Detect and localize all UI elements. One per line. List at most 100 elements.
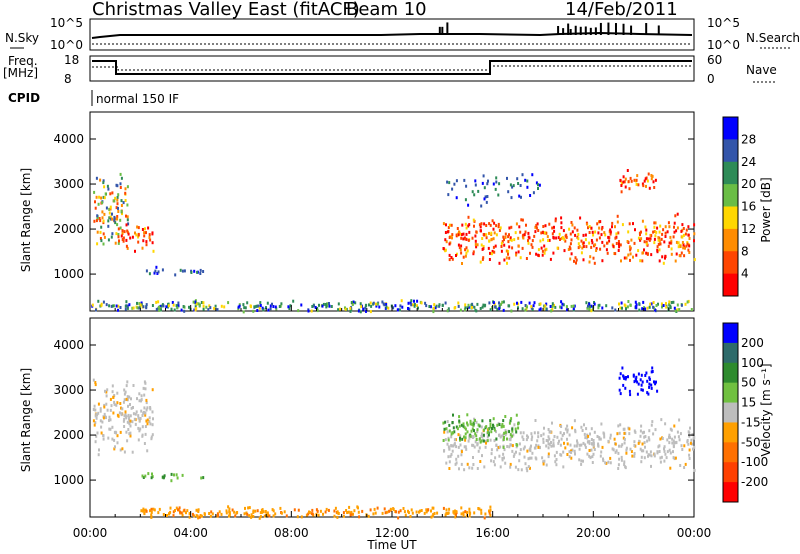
scatter-cell — [614, 308, 617, 312]
scatter-cell — [166, 514, 168, 517]
scatter-cell — [646, 391, 649, 395]
scatter-cell — [142, 239, 145, 243]
colorbar-tick-label: 12 — [741, 222, 756, 236]
scatter-cell — [607, 460, 610, 464]
scatter-cell — [99, 237, 102, 240]
scatter-cell — [533, 234, 536, 238]
scatter-cell — [150, 435, 153, 439]
scatter-cell — [468, 514, 471, 518]
scatter-cell — [511, 434, 514, 438]
scatter-cell — [593, 261, 596, 265]
scatter-cell — [458, 467, 460, 471]
scatter-cell — [550, 441, 552, 444]
scatter-cell — [486, 182, 489, 186]
scatter-cell — [103, 412, 106, 416]
scatter-cell — [658, 239, 661, 243]
scatter-cell — [525, 466, 528, 470]
scatter-cell — [446, 230, 449, 234]
scatter-cell — [369, 301, 372, 305]
scatter-cell — [548, 437, 551, 441]
scatter-cell — [609, 232, 612, 236]
scatter-cell — [634, 377, 637, 381]
scatter-cell — [148, 420, 151, 424]
scatter-cell — [499, 465, 502, 469]
scatter-cell — [95, 219, 98, 223]
nsky-series — [91, 31, 693, 39]
scatter-cell — [668, 433, 671, 437]
scatter-cell — [635, 375, 638, 379]
scatter-cell — [344, 307, 347, 311]
scatter-cell — [218, 510, 221, 514]
scatter-cell — [92, 408, 95, 411]
scatter-cell — [656, 450, 659, 454]
scatter-cell — [602, 457, 604, 461]
scatter-cell — [634, 430, 637, 434]
scatter-cell — [346, 511, 349, 514]
scatter-cell — [624, 465, 627, 469]
scatter-cell — [581, 246, 584, 250]
scatter-cell — [576, 439, 578, 443]
scatter-cell — [137, 226, 140, 230]
scatter-cell — [451, 233, 454, 237]
scatter-cell — [296, 515, 299, 519]
scatter-cell — [413, 302, 416, 306]
scatter-cell — [453, 430, 456, 434]
scatter-cell — [225, 511, 228, 515]
scatter-cell — [202, 301, 205, 305]
scatter-cell — [594, 243, 597, 247]
scatter-cell — [266, 511, 269, 515]
scatter-cell — [471, 427, 474, 431]
scatter-cell — [105, 206, 108, 210]
scatter-cell — [345, 307, 348, 311]
scatter-cell — [463, 445, 466, 449]
scatter-cell — [639, 378, 642, 382]
scatter-cell — [615, 232, 618, 236]
power-ylabel: Slant Range [km] — [19, 168, 33, 272]
scatter-cell — [410, 299, 413, 303]
scatter-cell — [669, 451, 672, 455]
scatter-cell — [630, 238, 633, 242]
scatter-cell — [521, 218, 524, 222]
scatter-cell — [560, 453, 563, 457]
scatter-cell — [605, 248, 608, 252]
x-tick-label: 16:00 — [475, 526, 510, 540]
scatter-cell — [176, 476, 179, 480]
scatter-cell — [546, 235, 549, 239]
scatter-cell — [144, 227, 146, 231]
scatter-cell — [120, 234, 123, 238]
scatter-cell — [607, 439, 610, 443]
nsky-tick-bottom: 10^0 — [50, 38, 83, 52]
scatter-cell — [584, 436, 587, 440]
colorbar-segment — [723, 342, 738, 364]
scatter-cell — [522, 236, 525, 240]
scatter-cell — [105, 394, 108, 398]
scatter-cell — [551, 232, 554, 236]
scatter-cell — [518, 452, 521, 456]
scatter-cell — [476, 302, 479, 306]
scatter-cell — [620, 455, 623, 459]
freq-frame — [89, 55, 695, 82]
scatter-cell — [95, 176, 98, 180]
scatter-cell — [477, 449, 480, 453]
scatter-cell — [547, 442, 550, 446]
scatter-cell — [209, 306, 212, 310]
scatter-cell — [682, 243, 685, 247]
scatter-cell — [515, 443, 518, 446]
scatter-cell — [100, 196, 103, 200]
scatter-cell — [325, 507, 328, 511]
scatter-cell — [258, 306, 261, 310]
scatter-cell — [559, 305, 562, 309]
scatter-cell — [578, 245, 581, 249]
scatter-cell — [464, 306, 467, 310]
scatter-cell — [645, 242, 648, 246]
scatter-cell — [125, 397, 128, 401]
scatter-cell — [502, 300, 505, 304]
scatter-cell — [483, 428, 485, 432]
scatter-cell — [126, 203, 129, 207]
scatter-cell — [601, 259, 604, 263]
colorbar-segment — [723, 362, 738, 384]
scatter-cell — [676, 303, 679, 307]
scatter-cell — [501, 458, 504, 462]
scatter-cell — [101, 216, 104, 220]
scatter-cell — [149, 422, 152, 426]
